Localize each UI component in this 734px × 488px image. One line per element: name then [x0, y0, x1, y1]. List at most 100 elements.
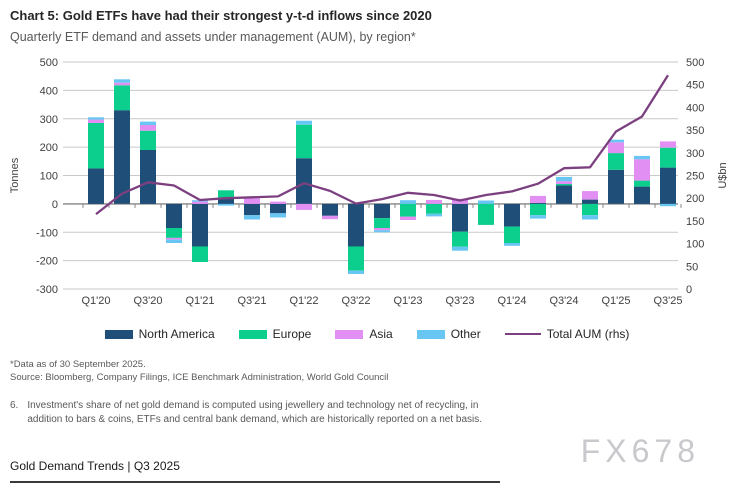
bar-segment: [582, 199, 598, 204]
bar-segment: [114, 82, 130, 86]
bar-segment: [556, 185, 572, 204]
left-axis-tick: 100: [40, 171, 58, 183]
bar-segment: [348, 270, 364, 274]
x-axis-tick: Q3'23: [445, 295, 474, 307]
bar-segment: [114, 79, 130, 83]
legend-item: Other: [416, 327, 481, 341]
right-axis-tick: 50: [686, 261, 698, 273]
footnote-number: 6.: [10, 400, 19, 411]
legend-swatch: [416, 329, 445, 339]
legend-line-swatch: [504, 332, 541, 336]
bar-segment: [530, 203, 546, 216]
left-axis-tick: 500: [40, 57, 58, 69]
left-axis-tick: -200: [36, 256, 58, 268]
x-axis-tick: Q3'21: [237, 295, 266, 307]
bar-segment: [270, 213, 286, 218]
bar-segment: [322, 203, 338, 216]
bar-segment: [556, 181, 572, 184]
chart-subtitle: Quarterly ETF demand and assets under ma…: [10, 30, 416, 44]
bar-segment: [608, 142, 624, 154]
bar-segment: [322, 215, 338, 220]
report-footer: Gold Demand Trends | Q3 2025: [10, 459, 180, 473]
bar-segment: [218, 198, 234, 204]
legend-item: Europe: [238, 327, 312, 341]
x-axis-tick: Q1'20: [81, 295, 110, 307]
left-axis-tick: 400: [40, 85, 58, 97]
footnote-6: 6. Investment's share of net gold demand…: [10, 399, 510, 427]
bar-segment: [582, 191, 598, 200]
x-axis-tick: Q1'24: [497, 295, 526, 307]
legend-label: Total AUM (rhs): [546, 327, 630, 341]
bar-segment: [166, 228, 182, 238]
bar-segment: [374, 218, 390, 228]
bar-segment: [478, 203, 494, 225]
bar-segment: [634, 186, 650, 204]
right-axis-tick: 0: [686, 284, 692, 296]
legend-swatch: [238, 329, 267, 339]
bar-segment: [166, 239, 182, 243]
bar-segment: [400, 200, 416, 204]
bar-segment: [296, 124, 312, 159]
bar-segment: [530, 195, 546, 203]
left-axis-tick: 300: [40, 114, 58, 126]
right-axis-tick: 350: [686, 125, 704, 137]
bar-segment: [88, 168, 104, 204]
right-axis-tick: 450: [686, 80, 704, 92]
footnote-source: Source: Bloomberg, Company Filings, ICE …: [10, 372, 389, 383]
bar-segment: [400, 216, 416, 220]
legend-item-line: Total AUM (rhs): [504, 327, 630, 341]
bar-segment: [244, 198, 260, 204]
bar-segment: [218, 190, 234, 199]
bar-segment: [660, 167, 676, 204]
x-axis-tick: Q1'23: [393, 295, 422, 307]
bar-segment: [556, 184, 572, 186]
bar-segment: [608, 169, 624, 204]
bar-segment: [452, 231, 468, 247]
chart-area: -300 -200 -100 0 100 200 300 400 500 0 50 100 150 200…: [0, 52, 734, 322]
bar-segment: [478, 200, 494, 204]
chart-legend: North America Europe Asia Other Total AUM (r…: [0, 327, 734, 341]
legend-label: Europe: [272, 327, 312, 341]
bar-segment: [166, 203, 182, 228]
bar-segment: [114, 110, 130, 204]
bar-segment: [660, 141, 676, 148]
bar-segment: [608, 139, 624, 143]
bar-segment: [452, 203, 468, 232]
right-axis-tick: 100: [686, 239, 704, 251]
bar-segment: [374, 230, 390, 233]
bar-segment: [296, 120, 312, 125]
right-axis-tick: 500: [686, 57, 704, 69]
footnote-data-asof: *Data as of 30 September 2025.: [10, 359, 146, 370]
bar-segment: [426, 199, 442, 204]
bar-segment: [426, 203, 442, 214]
watermark: FX678: [580, 433, 700, 469]
bar-segment: [296, 158, 312, 204]
x-axis-tick: Q1'21: [185, 295, 214, 307]
bar-segment: [88, 123, 104, 169]
bar-segment: [244, 203, 260, 216]
bar-segment: [660, 203, 676, 207]
left-axis-tick: 200: [40, 142, 58, 154]
right-axis-tick: 150: [686, 216, 704, 228]
footnote-text: Investment's share of net gold demand is…: [27, 400, 483, 425]
bar-segment: [556, 176, 572, 182]
left-axis-tick: 0: [52, 199, 58, 211]
bar-segment: [400, 203, 416, 217]
legend-swatch: [104, 329, 133, 339]
bar-segment: [88, 117, 104, 120]
bar-segment: [634, 180, 650, 187]
legend-swatch: [335, 329, 364, 339]
bar-segment: [634, 155, 650, 160]
bar-segment: [140, 130, 156, 150]
bar-segment: [634, 159, 650, 181]
bar-segment: [140, 125, 156, 131]
bar-segment: [348, 246, 364, 271]
chart-canvas: -300 -200 -100 0 100 200 300 400 500 0 50 100 150 200…: [9, 57, 729, 307]
bar-segment: [660, 147, 676, 168]
bar-segment: [114, 85, 130, 111]
bar-segment: [270, 201, 286, 204]
bar-segment: [296, 203, 312, 210]
left-axis-title: Tonnes: [9, 157, 21, 193]
right-axis-tick: 400: [686, 102, 704, 114]
bar-segment: [348, 203, 364, 247]
